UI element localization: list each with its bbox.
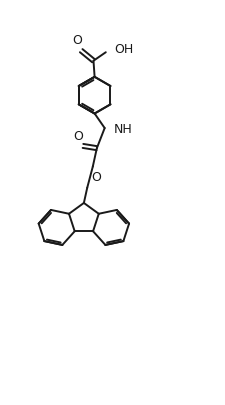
Text: O: O: [91, 171, 101, 184]
Text: OH: OH: [114, 43, 134, 56]
Text: O: O: [73, 130, 83, 143]
Text: O: O: [72, 34, 82, 47]
Text: NH: NH: [114, 124, 133, 136]
